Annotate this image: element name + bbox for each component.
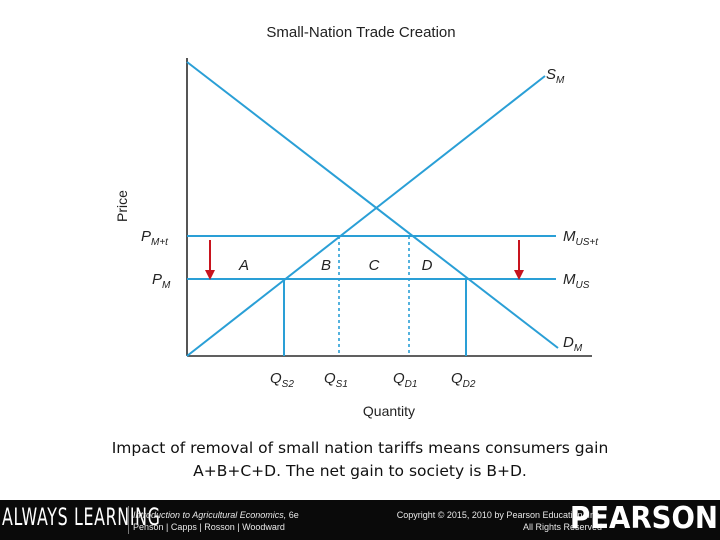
book-citation: Introduction to Agricultural Economics, … [133, 509, 299, 533]
area-label-d: D [422, 257, 433, 274]
footer-bar: ALWAYS LEARNING Introduction to Agricult… [0, 500, 720, 540]
world-price-label: MUS [563, 271, 590, 291]
y-axis-label: Price [114, 190, 130, 222]
area-label-c: C [369, 257, 380, 274]
copyright-notice: Copyright © 2015, 2010 by Pearson Educat… [397, 509, 602, 533]
pearson-logo: PEARSON [569, 501, 718, 536]
diagram-title: Small-Nation Trade Creation [266, 24, 455, 41]
copyright-line-2: All Rights Reserved [522, 522, 602, 532]
world-price-tariff-label: MUS+t [563, 228, 599, 248]
demand-curve-label: DM [563, 334, 583, 354]
supply-curve-label: SM [546, 66, 565, 86]
qs1-label: QS1 [324, 370, 348, 390]
copyright-line-1: Copyright © 2015, 2010 by Pearson Educat… [396, 510, 602, 520]
supply-curve [186, 75, 546, 357]
book-edition: 6e [286, 510, 299, 520]
x-axis-label: Quantity [363, 403, 415, 419]
price-with-tariff-label: PM+t [141, 228, 169, 248]
qs2-label: QS2 [270, 370, 294, 390]
demand-curve [186, 61, 559, 349]
caption-line-2: A+B+C+D. The net gain to society is B+D. [193, 462, 527, 480]
book-title: Introduction to Agricultural Economics, [133, 510, 287, 520]
trade-creation-diagram: Small-Nation Trade Creation SM MUS+t MUS… [114, 24, 599, 419]
qd2-label: QD2 [451, 370, 476, 390]
book-authors: Penson | Capps | Rosson | Woodward [133, 522, 285, 532]
caption: Impact of removal of small nation tariff… [40, 437, 680, 483]
price-drop-arrow-right [514, 240, 524, 280]
always-learning-logo: ALWAYS LEARNING [2, 503, 161, 531]
price-drop-arrow-left [205, 240, 215, 280]
qd1-label: QD1 [393, 370, 417, 390]
footer-divider [128, 506, 129, 534]
area-label-b: B [321, 257, 331, 274]
price-without-tariff-label: PM [152, 271, 171, 291]
caption-line-1: Impact of removal of small nation tariff… [111, 439, 609, 457]
area-label-a: A [238, 257, 249, 274]
